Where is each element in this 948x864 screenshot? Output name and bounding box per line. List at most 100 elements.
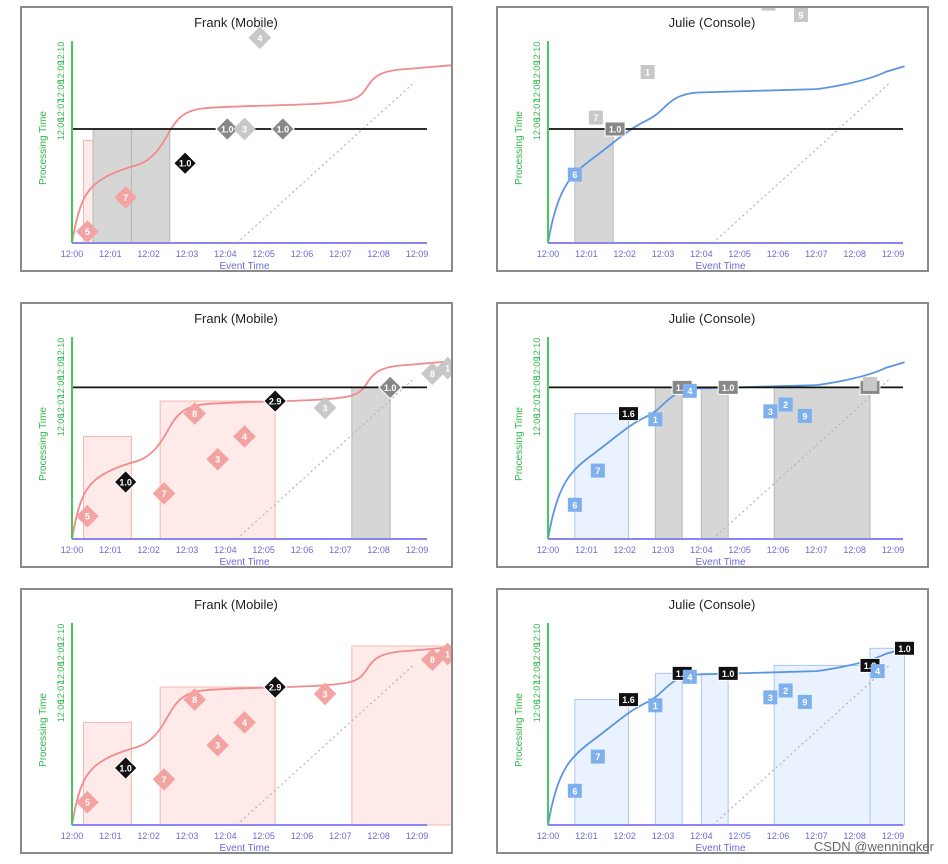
data-element: 1.0 bbox=[173, 151, 198, 176]
data-element: 4 bbox=[682, 669, 697, 684]
svg-text:5: 5 bbox=[85, 227, 90, 237]
data-element: 4 bbox=[233, 711, 256, 734]
data-element: 7 bbox=[590, 463, 605, 478]
y-tick-label: 12:06 bbox=[532, 414, 542, 437]
x-tick-label: 12:09 bbox=[406, 545, 429, 555]
data-element: 1 bbox=[648, 698, 663, 713]
svg-text:7: 7 bbox=[593, 113, 598, 123]
x-tick-label: 12:02 bbox=[613, 545, 636, 555]
svg-text:1: 1 bbox=[653, 415, 658, 425]
window-pane bbox=[700, 672, 729, 826]
y-axis-label: Processing Time bbox=[514, 693, 525, 767]
svg-text:8: 8 bbox=[192, 695, 197, 705]
svg-text:1: 1 bbox=[445, 364, 450, 374]
chart-panel: Frank (Mobile) 12:00 12:01 12:02 12:03 12:04 1… bbox=[20, 588, 453, 854]
data-element: 4 bbox=[682, 383, 697, 398]
x-tick-label: 12:06 bbox=[767, 249, 790, 259]
x-tick-label: 12:00 bbox=[537, 249, 560, 259]
svg-text:3: 3 bbox=[766, 8, 771, 9]
x-tick-label: 12:06 bbox=[767, 831, 790, 841]
x-tick-label: 12:08 bbox=[843, 831, 866, 841]
y-axis-label: Processing Time bbox=[38, 693, 49, 767]
y-tick-label: 12:06 bbox=[56, 414, 66, 437]
x-tick-label: 12:03 bbox=[176, 831, 199, 841]
panel-title: Julie (Console) bbox=[669, 597, 756, 612]
chart-panel: Julie (Console) 12:00 12:01 12:02 12:03 12:04… bbox=[496, 588, 929, 854]
svg-text:9: 9 bbox=[798, 11, 803, 21]
svg-text:3: 3 bbox=[768, 693, 773, 703]
y-tick-label: 12:06 bbox=[532, 700, 542, 723]
x-tick-label: 12:04 bbox=[214, 545, 237, 555]
chart-panel: Frank (Mobile) 12:00 12:01 12:02 12:03 12:04 1… bbox=[20, 6, 453, 272]
x-tick-label: 12:03 bbox=[652, 249, 675, 259]
svg-text:1.6: 1.6 bbox=[622, 695, 635, 705]
data-element: 2.9 bbox=[263, 389, 288, 414]
svg-text:1.0: 1.0 bbox=[609, 125, 622, 135]
data-element: 9 bbox=[797, 694, 812, 709]
x-tick-label: 12:04 bbox=[214, 249, 237, 259]
svg-text:5: 5 bbox=[85, 512, 90, 522]
x-tick-label: 12:08 bbox=[843, 545, 866, 555]
svg-text:9: 9 bbox=[802, 411, 807, 421]
svg-text:1.0: 1.0 bbox=[384, 383, 397, 393]
x-tick-label: 12:08 bbox=[367, 249, 390, 259]
x-tick-label: 12:05 bbox=[728, 831, 751, 841]
data-element: 1.0 bbox=[717, 379, 739, 395]
x-axis-label: Event Time bbox=[695, 843, 745, 852]
y-tick-label: 12:09 bbox=[56, 643, 66, 666]
svg-text:5: 5 bbox=[85, 798, 90, 808]
x-tick-label: 12:01 bbox=[575, 249, 598, 259]
svg-text:1: 1 bbox=[653, 701, 658, 711]
y-tick-label: 12:07 bbox=[532, 395, 542, 418]
x-tick-label: 12:04 bbox=[690, 249, 713, 259]
data-element: 6 bbox=[567, 167, 582, 182]
x-tick-label: 12:01 bbox=[575, 545, 598, 555]
y-tick-label: 12:10 bbox=[532, 338, 542, 361]
svg-text:3: 3 bbox=[322, 403, 327, 413]
svg-text:7: 7 bbox=[161, 775, 166, 785]
x-tick-label: 12:09 bbox=[882, 545, 905, 555]
y-tick-label: 12:09 bbox=[532, 643, 542, 666]
chart-svg: Frank (Mobile) 12:00 12:01 12:02 12:03 12:04 1… bbox=[38, 15, 451, 270]
data-element: 9 bbox=[794, 8, 808, 22]
x-tick-label: 12:02 bbox=[137, 249, 160, 259]
y-tick-label: 12:08 bbox=[56, 662, 66, 685]
y-tick-label: 12:10 bbox=[56, 338, 66, 361]
svg-text:1.8: 1.8 bbox=[864, 661, 877, 671]
y-tick-label: 12:09 bbox=[56, 61, 66, 84]
data-element: 1 bbox=[640, 65, 655, 79]
x-tick-label: 12:01 bbox=[99, 249, 122, 259]
chart-panel: Frank (Mobile) 12:00 12:01 12:02 12:03 12:04 1… bbox=[20, 302, 453, 568]
y-tick-label: 12:09 bbox=[56, 357, 66, 380]
x-axis-label: Event Time bbox=[219, 261, 269, 270]
y-tick-label: 12:10 bbox=[56, 624, 66, 647]
svg-text:1.0: 1.0 bbox=[676, 383, 689, 393]
x-tick-label: 12:07 bbox=[329, 545, 352, 555]
window-pane bbox=[130, 128, 171, 244]
watermark-curve bbox=[547, 361, 905, 540]
data-element: 1.0 bbox=[378, 375, 403, 400]
x-tick-label: 12:08 bbox=[843, 249, 866, 259]
data-element bbox=[863, 376, 877, 391]
x-tick-label: 12:02 bbox=[613, 249, 636, 259]
window-pane bbox=[351, 645, 451, 826]
data-element: 3 bbox=[206, 447, 229, 471]
csdn-watermark: CSDN @wenningker bbox=[813, 839, 934, 854]
y-tick-label: 12:10 bbox=[532, 42, 542, 65]
x-tick-label: 12:03 bbox=[652, 831, 675, 841]
svg-text:1.0: 1.0 bbox=[119, 478, 132, 488]
data-element: 1.6 bbox=[618, 692, 639, 708]
svg-text:8: 8 bbox=[430, 369, 435, 379]
y-axis-label: Processing Time bbox=[38, 407, 49, 481]
svg-text:2: 2 bbox=[783, 686, 788, 696]
svg-text:1.0: 1.0 bbox=[898, 644, 911, 654]
data-element: 9 bbox=[797, 408, 812, 423]
data-element: 3 bbox=[763, 690, 778, 705]
svg-text:3: 3 bbox=[768, 407, 773, 417]
svg-text:7: 7 bbox=[595, 752, 600, 762]
x-tick-label: 12:07 bbox=[329, 831, 352, 841]
svg-text:1.0: 1.0 bbox=[676, 669, 689, 679]
svg-text:1.0: 1.0 bbox=[277, 125, 290, 135]
x-axis-label: Event Time bbox=[219, 843, 269, 852]
y-axis-label: Processing Time bbox=[514, 111, 525, 185]
